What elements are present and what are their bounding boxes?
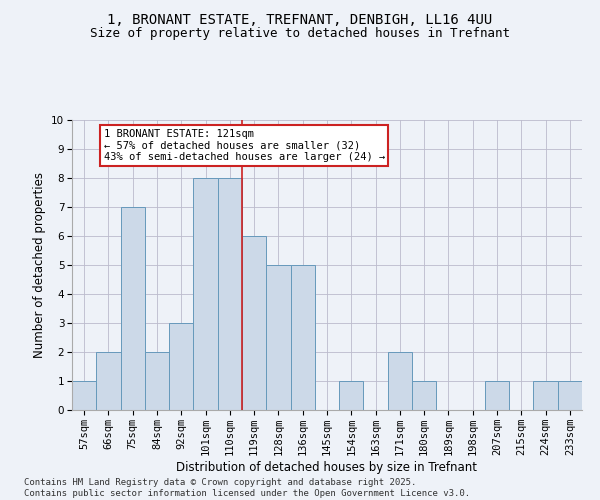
Bar [96,352,121,410]
Text: 1, BRONANT ESTATE, TREFNANT, DENBIGH, LL16 4UU: 1, BRONANT ESTATE, TREFNANT, DENBIGH, LL… [107,12,493,26]
Bar [558,381,582,410]
Bar [533,381,558,410]
Bar [218,178,242,410]
Y-axis label: Number of detached properties: Number of detached properties [32,172,46,358]
Bar [290,265,315,410]
Text: Size of property relative to detached houses in Trefnant: Size of property relative to detached ho… [90,28,510,40]
Text: 1 BRONANT ESTATE: 121sqm
← 57% of detached houses are smaller (32)
43% of semi-d: 1 BRONANT ESTATE: 121sqm ← 57% of detach… [104,128,385,162]
Bar [266,265,290,410]
Bar [193,178,218,410]
Bar [72,381,96,410]
Bar [412,381,436,410]
Bar [145,352,169,410]
Bar [242,236,266,410]
Bar [485,381,509,410]
Text: Contains HM Land Registry data © Crown copyright and database right 2025.
Contai: Contains HM Land Registry data © Crown c… [24,478,470,498]
Bar [339,381,364,410]
Bar [388,352,412,410]
Bar [121,207,145,410]
X-axis label: Distribution of detached houses by size in Trefnant: Distribution of detached houses by size … [176,460,478,473]
Bar [169,323,193,410]
